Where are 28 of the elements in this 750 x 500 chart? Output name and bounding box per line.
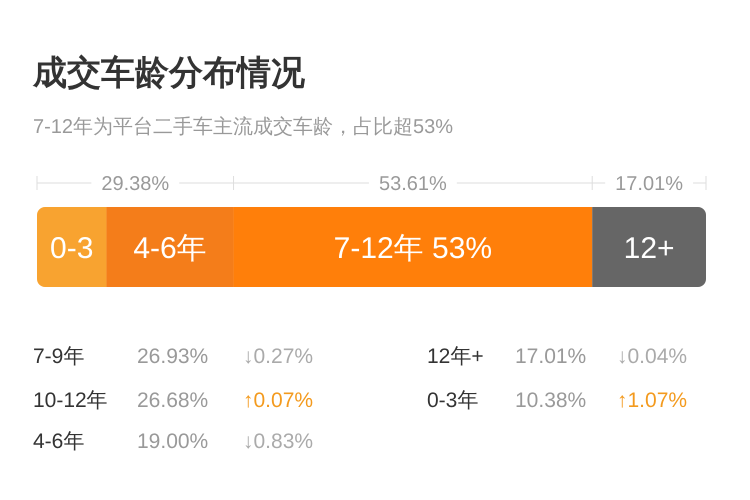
text: ↑0.07%: [243, 389, 314, 412]
series-label: 4-6年: [133, 232, 207, 265]
text: 29.38%: [101, 173, 170, 195]
chart-title: 成交车龄分布情况: [32, 54, 306, 92]
text: 12年+: [427, 345, 484, 368]
text: ↓0.27%: [243, 345, 314, 368]
series-label: 12+: [624, 232, 675, 265]
text: 4-6年: [33, 430, 84, 453]
text: 7-9年: [33, 345, 84, 368]
text: 19.00%: [137, 430, 208, 453]
bar: [37, 207, 106, 287]
bar: [592, 207, 706, 287]
text: 10-12年: [33, 389, 108, 412]
text: 10.38%: [515, 389, 586, 412]
text: 17.01%: [515, 345, 586, 368]
text: ↑1.07%: [617, 389, 688, 412]
bar: [106, 207, 234, 287]
text: ↓0.83%: [243, 430, 314, 453]
chart-subtitle: 7-12年为平台二手车主流成交车龄，占比超53%: [33, 115, 454, 138]
text: 26.93%: [137, 345, 208, 368]
text: 0-3年: [427, 389, 478, 412]
series-label: 7-12年 53%: [334, 232, 492, 265]
text: 26.68%: [137, 389, 208, 412]
text: 53.61%: [378, 173, 448, 195]
series-label: 0-3: [50, 232, 94, 265]
text: ↓0.04%: [617, 345, 688, 368]
text: 17.01%: [615, 173, 684, 195]
bar: [234, 207, 592, 287]
